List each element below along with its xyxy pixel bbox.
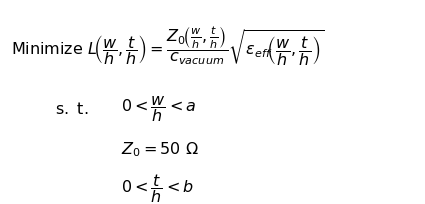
- Text: $\mathrm{Minimize}\ L\!\left(\dfrac{w}{h},\dfrac{t}{h}\right) = \dfrac{Z_0\!\lef: $\mathrm{Minimize}\ L\!\left(\dfrac{w}{h…: [11, 24, 324, 67]
- Text: $Z_0 = 50\ \Omega$: $Z_0 = 50\ \Omega$: [121, 140, 199, 158]
- Text: $0 < \dfrac{t}{h} < b$: $0 < \dfrac{t}{h} < b$: [121, 171, 194, 204]
- Text: $\mathrm{s.\ t.}$: $\mathrm{s.\ t.}$: [55, 100, 89, 116]
- Text: $0 < \dfrac{w}{h} < a$: $0 < \dfrac{w}{h} < a$: [121, 93, 196, 123]
